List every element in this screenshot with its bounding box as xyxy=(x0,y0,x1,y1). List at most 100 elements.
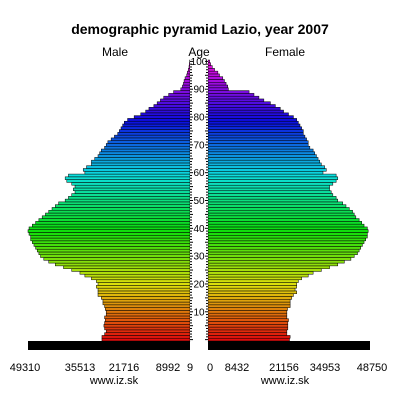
female-bar-age-98 xyxy=(207,65,213,69)
male-bar-age-79 xyxy=(127,118,191,122)
male-bar-age-23 xyxy=(84,273,191,278)
age-tick-labels: 10 20 30 40 50 60 70 80 90 100 xyxy=(191,57,208,318)
male-bar-age-0 xyxy=(101,337,191,342)
female-bar-age-38 xyxy=(207,232,368,236)
male-bar-age-19 xyxy=(96,285,191,289)
male-bar-age-86 xyxy=(160,98,191,102)
female-bar-age-36 xyxy=(207,237,366,242)
female-bar-age-62 xyxy=(207,165,325,169)
male-bar-age-25 xyxy=(71,268,191,272)
male-bar-age-9 xyxy=(105,312,191,317)
male-bar-age-80 xyxy=(133,115,191,119)
female-bar-age-45 xyxy=(207,212,355,217)
male-bar-age-54 xyxy=(73,187,191,192)
male-bar-age-83 xyxy=(148,107,191,111)
age-tick-label: 80 xyxy=(193,113,205,124)
female-bar-age-90 xyxy=(207,87,229,91)
female-bar-age-14 xyxy=(207,299,291,303)
female-bar-age-76 xyxy=(207,126,302,130)
female-bar-age-88 xyxy=(207,93,255,97)
male-bar-age-49 xyxy=(58,201,191,205)
male-bar-age-87 xyxy=(163,95,191,100)
female-bar-age-64 xyxy=(207,159,320,164)
female-bar-age-57 xyxy=(207,179,337,183)
male-bar-age-12 xyxy=(104,304,191,308)
female-bar-age-51 xyxy=(207,196,337,200)
footer-right: www.iz.sk xyxy=(260,375,310,387)
female-bar-age-29 xyxy=(207,257,352,261)
female-bar-age-81 xyxy=(207,112,289,116)
male-bar-age-47 xyxy=(51,207,191,211)
female-bar-age-94 xyxy=(207,76,224,80)
male-bar-age-5 xyxy=(103,324,191,328)
male-bar-age-32 xyxy=(36,248,191,253)
female-bar-age-5 xyxy=(207,324,289,328)
male-bar-age-8 xyxy=(104,315,191,319)
female-bar-age-65 xyxy=(207,157,319,161)
female-bar-age-16 xyxy=(207,293,294,297)
male-bar-age-88 xyxy=(168,93,191,97)
male-bar-age-78 xyxy=(124,120,191,125)
age-tick-label: 90 xyxy=(193,85,205,96)
male-bar-age-14 xyxy=(102,299,191,303)
female-bar-age-0 xyxy=(207,337,290,342)
female-bar-age-77 xyxy=(207,123,301,128)
female-bar-age-37 xyxy=(207,235,368,239)
male-bar-age-46 xyxy=(48,209,191,214)
male-bar-age-84 xyxy=(153,104,191,108)
female-bar-age-40 xyxy=(207,226,368,230)
male-bar-age-10 xyxy=(105,310,191,314)
male-bar-age-31 xyxy=(38,251,191,256)
female-bar-age-63 xyxy=(207,162,322,166)
male-bar-age-45 xyxy=(45,212,191,217)
male-bar-age-2 xyxy=(104,332,191,336)
male-bar-age-51 xyxy=(68,196,191,200)
male-bar-age-94 xyxy=(184,76,191,80)
male-bar-age-56 xyxy=(71,182,191,186)
male-bar-age-63 xyxy=(91,162,191,166)
female-tick-label: 8432 xyxy=(225,362,249,374)
male-bar-age-69 xyxy=(104,146,191,150)
male-baseline-bar xyxy=(28,341,190,350)
female-bar-age-35 xyxy=(207,240,365,244)
male-bar-age-66 xyxy=(97,154,191,158)
male-bar-age-64 xyxy=(91,159,191,164)
female-bar-age-4 xyxy=(207,326,289,331)
female-bar-age-91 xyxy=(207,84,228,89)
male-bar-age-67 xyxy=(99,151,191,155)
female-tick-label: 0 xyxy=(207,362,213,374)
female-bar-age-73 xyxy=(207,134,306,139)
female-bar-age-56 xyxy=(207,182,334,186)
female-tick-label: 34953 xyxy=(310,362,341,374)
male-bar-age-77 xyxy=(122,123,191,128)
male-bar-age-35 xyxy=(32,240,191,244)
male-tick-label: 21716 xyxy=(109,362,140,374)
female-bar-age-8 xyxy=(207,315,288,319)
male-bar-age-53 xyxy=(74,190,191,194)
age-tick-label: 60 xyxy=(193,168,205,179)
female-bar-age-19 xyxy=(207,285,297,289)
male-bar-age-4 xyxy=(104,326,191,331)
female-axis-label: Female xyxy=(265,45,305,59)
female-bar-age-80 xyxy=(207,115,294,119)
female-bar-age-93 xyxy=(207,79,225,83)
female-bar-age-2 xyxy=(207,332,288,336)
male-bar-age-7 xyxy=(104,318,191,322)
female-bar-age-34 xyxy=(207,243,363,247)
male-bar-age-43 xyxy=(38,218,191,222)
female-bar-age-67 xyxy=(207,151,316,155)
male-bar-age-41 xyxy=(32,223,191,228)
age-axis xyxy=(190,60,208,341)
female-bar-age-59 xyxy=(207,173,337,178)
female-bar-age-3 xyxy=(207,329,288,333)
female-bar-age-33 xyxy=(207,246,362,250)
male-bar-age-37 xyxy=(30,235,191,239)
male-bar-age-82 xyxy=(145,109,191,114)
male-bar-age-16 xyxy=(97,293,191,297)
female-bar-age-61 xyxy=(207,168,327,172)
female-bar-age-85 xyxy=(207,101,271,105)
female-bar-age-69 xyxy=(207,146,311,150)
female-bar-age-71 xyxy=(207,140,309,144)
age-tick-label: 40 xyxy=(193,224,205,235)
